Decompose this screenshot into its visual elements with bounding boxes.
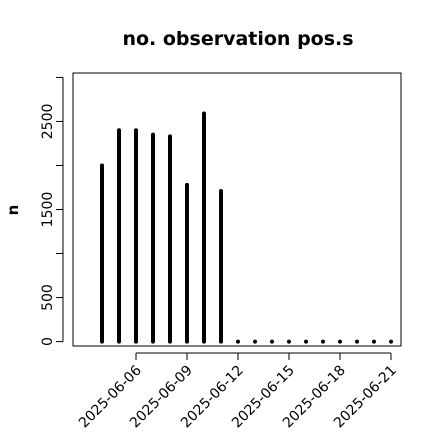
bar-2025-06-21 [389, 339, 393, 344]
x-axis: 2025-06-062025-06-092025-06-122025-06-15… [76, 352, 400, 431]
bar-2025-06-20 [372, 339, 376, 344]
y-tick-label: 1500 [40, 192, 56, 228]
bar-2025-06-17 [321, 339, 325, 344]
plot-frame [72, 72, 402, 347]
bar-2025-06-14 [270, 339, 274, 344]
y-tick-label: 0 [40, 337, 56, 346]
bar-2025-06-19 [355, 339, 359, 344]
y-tick-label: 2500 [40, 104, 56, 140]
bar-2025-06-12 [236, 339, 240, 344]
bar-2025-06-13 [253, 339, 257, 344]
y-axis: 0 500 1500 2500 [40, 76, 64, 346]
bar-2025-06-18 [338, 339, 342, 344]
bars-group [100, 111, 393, 344]
y-tick-label: 500 [40, 284, 56, 311]
chart-title: no. observation pos.s [122, 28, 353, 50]
bar-2025-06-15 [287, 339, 291, 344]
bar-2025-06-16 [304, 339, 308, 344]
y-axis-label: n [4, 205, 22, 216]
